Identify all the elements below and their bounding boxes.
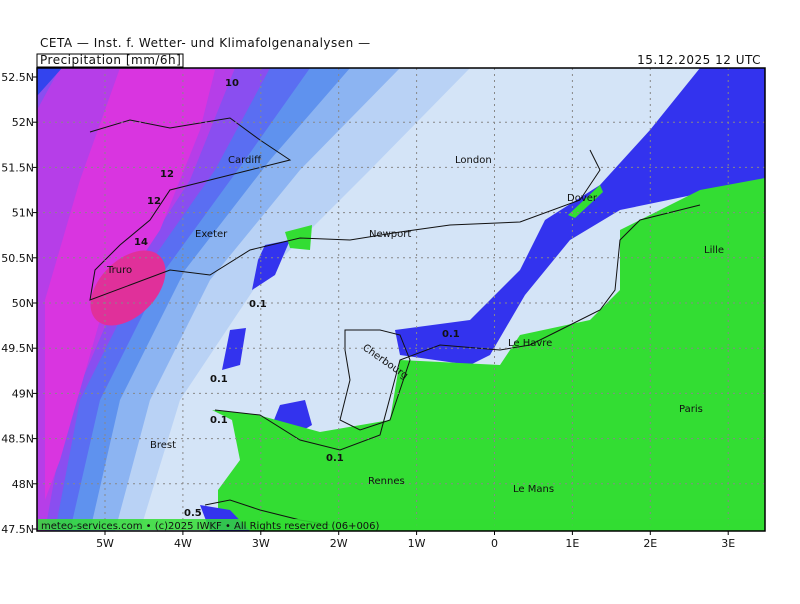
rain-area xyxy=(252,240,290,290)
place-label: Brest xyxy=(150,440,176,451)
dry-area xyxy=(568,185,603,218)
graticule xyxy=(33,68,765,535)
lon-tick-label: 3E xyxy=(721,537,735,550)
place-label: Exeter xyxy=(195,229,228,240)
lon-tick-label: 3W xyxy=(252,537,270,550)
lon-tick-label: 1W xyxy=(408,537,426,550)
lon-tick-label: 1E xyxy=(565,537,579,550)
variable-box xyxy=(36,53,184,68)
header-title: CETA — Inst. f. Wetter- und Klimafolgena… xyxy=(40,36,371,50)
lat-tick-label: 51N xyxy=(12,207,34,220)
coastline xyxy=(339,329,411,431)
rain-area xyxy=(222,328,246,370)
dry-area xyxy=(285,225,312,250)
coastline xyxy=(214,204,701,451)
lon-tick-label: 0 xyxy=(491,537,498,550)
lat-tick-label: 52N xyxy=(12,116,34,129)
lon-tick-label: 2W xyxy=(330,537,348,550)
map-frame xyxy=(36,67,766,532)
contour-label: 0.1 xyxy=(442,329,460,340)
map-fields xyxy=(37,68,765,531)
lat-tick-label: 50.5N xyxy=(1,252,34,265)
place-label: Cardiff xyxy=(228,155,262,166)
precip-band xyxy=(90,250,166,326)
lat-tick-label: 47.5N xyxy=(1,523,34,536)
lat-tick-label: 51.5N xyxy=(1,161,34,174)
lat-tick-label: 50N xyxy=(12,297,34,310)
contour-label: 10 xyxy=(225,78,239,89)
coastline xyxy=(89,117,601,301)
contour-label: 12 xyxy=(160,169,174,180)
contour-label: 0.5 xyxy=(184,508,202,519)
dry-area xyxy=(212,178,765,531)
lat-tick-label: 52.5N xyxy=(1,71,34,84)
valid-time: 15.12.2025 12 UTC xyxy=(637,53,761,67)
place-label: Lille xyxy=(704,245,724,256)
coastlines xyxy=(89,117,701,526)
place-label: Rennes xyxy=(368,476,405,487)
place-label: Le Havre xyxy=(508,338,552,349)
variable-label: Precipitation [mm/6h] xyxy=(40,53,181,67)
footer-strip xyxy=(38,519,764,530)
place-label: Paris xyxy=(679,404,703,415)
place-label: Le Mans xyxy=(513,484,554,495)
contour-label: 12 xyxy=(147,196,161,207)
contour-label: 0.1 xyxy=(326,453,344,464)
lat-tick-label: 48.5N xyxy=(1,433,34,446)
contour-label: 0.1 xyxy=(210,374,228,385)
lon-tick-label: 5W xyxy=(96,537,114,550)
contour-label: 14 xyxy=(134,237,148,248)
place-label: Newport xyxy=(369,229,411,240)
lon-tick-label: 4W xyxy=(174,537,192,550)
place-label: Truro xyxy=(106,265,132,276)
contour-label: 0.1 xyxy=(210,415,228,426)
lat-tick-label: 49.5N xyxy=(1,342,34,355)
footer-text: meteo-services.com • (c)2025 IWKF • All … xyxy=(41,521,380,532)
precip-band xyxy=(37,68,62,96)
place-label: London xyxy=(455,155,492,166)
place-label: Dover xyxy=(567,193,598,204)
contour-labels: 10 12 12 14 0.1 0.1 0.1 0.1 0.1 0.5 xyxy=(134,78,460,519)
lat-tick-label: 48N xyxy=(12,478,34,491)
lon-tick-label: 2E xyxy=(643,537,657,550)
contour-label: 0.1 xyxy=(249,299,267,310)
precip-band xyxy=(45,68,215,500)
lat-tick-label: 49N xyxy=(12,387,34,400)
rain-area xyxy=(395,68,765,365)
